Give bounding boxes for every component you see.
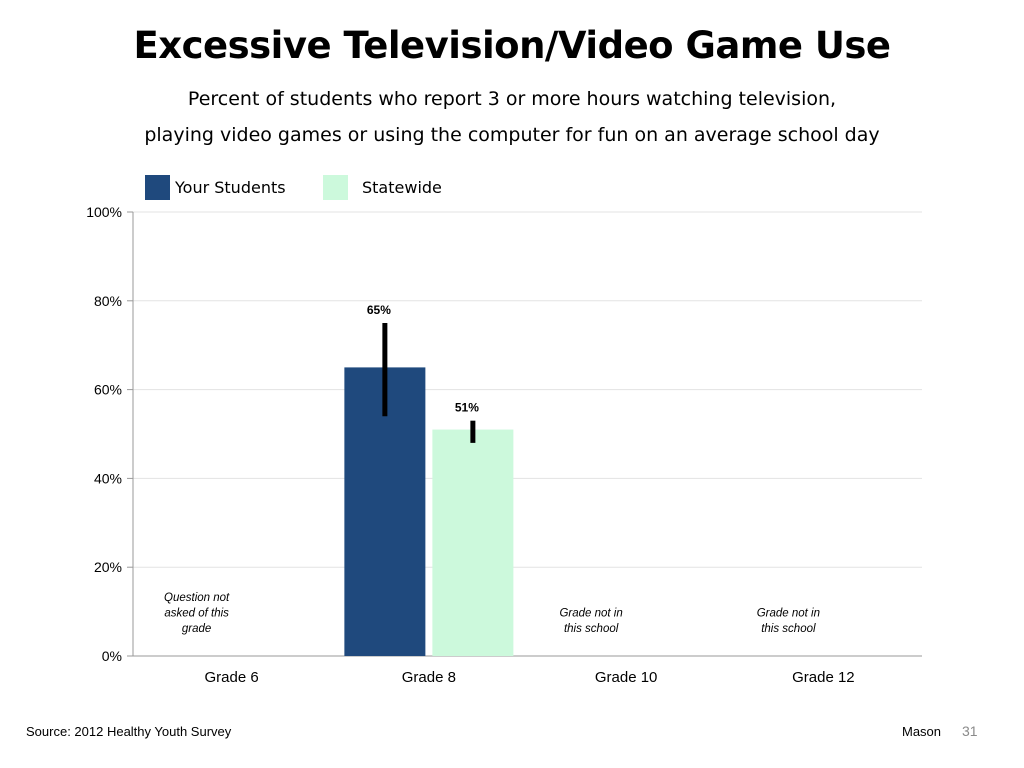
legend-label-statewide: Statewide bbox=[362, 178, 442, 197]
legend-swatch-statewide bbox=[323, 175, 348, 200]
y-tick-label: 40% bbox=[94, 470, 122, 486]
data-label: 51% bbox=[455, 401, 479, 415]
x-tick-label: Grade 8 bbox=[402, 669, 456, 686]
y-tick-label: 0% bbox=[102, 648, 122, 664]
legend-label-your-students: Your Students bbox=[175, 178, 286, 197]
location-label: Mason bbox=[902, 724, 942, 739]
bar bbox=[432, 429, 514, 656]
annotation-text: this school bbox=[564, 623, 619, 635]
y-tick-label: 80% bbox=[94, 293, 122, 309]
y-tick-label: 60% bbox=[94, 382, 122, 398]
annotation-text: Grade not in bbox=[757, 608, 820, 620]
annotation-text: this school bbox=[761, 623, 816, 635]
annotation-text: Grade not in bbox=[559, 608, 622, 620]
y-tick-label: 100% bbox=[86, 204, 122, 220]
x-tick-label: Grade 6 bbox=[205, 669, 259, 686]
y-tick-label: 20% bbox=[94, 559, 122, 575]
source-note: Source: 2012 Healthy Youth Survey bbox=[26, 724, 232, 739]
x-tick-label: Grade 12 bbox=[792, 669, 855, 686]
slide-title: Excessive Television/Video Game Use bbox=[133, 24, 891, 67]
annotation-text: grade bbox=[182, 623, 211, 635]
slide-subtitle-line1: Percent of students who report 3 or more… bbox=[187, 88, 837, 110]
data-label: 65% bbox=[367, 303, 391, 317]
legend-swatch-your-students bbox=[145, 175, 170, 200]
annotation-text: Question not bbox=[164, 592, 230, 604]
slide-subtitle-line2: playing video games or using the compute… bbox=[144, 124, 880, 146]
page-number: 31 bbox=[962, 723, 978, 739]
x-tick-label: Grade 10 bbox=[595, 669, 658, 686]
annotation-text: asked of this bbox=[164, 608, 229, 620]
